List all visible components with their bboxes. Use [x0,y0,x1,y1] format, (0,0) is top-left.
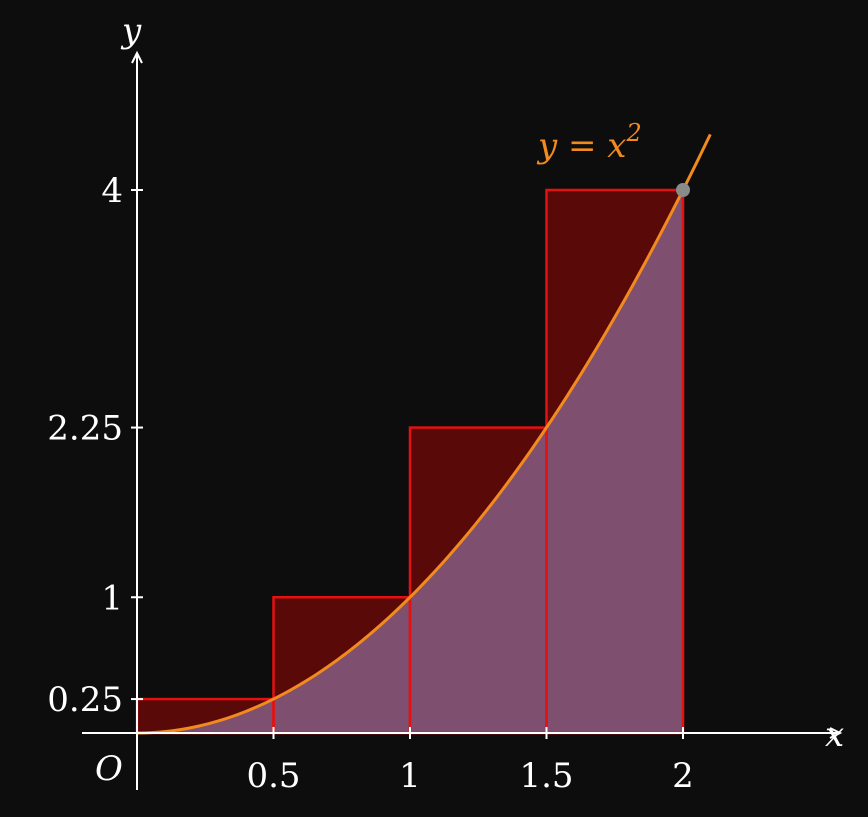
y-tick-label: 0.25 [47,680,123,720]
curve-label-exponent: 2 [626,119,642,147]
y-tick-label: 2.25 [47,409,123,449]
y-axis-arrow [131,50,143,64]
curve-line [136,133,712,735]
curve-label: y = x2 [536,119,642,166]
curve-label-text: y = x [536,126,627,166]
x-tick-label: 0.5 [246,756,300,796]
x-axis-arrow [829,727,843,739]
y-tick-label: 1 [101,578,123,618]
origin-label: O [95,749,123,789]
y-tick-label: 4 [101,171,123,211]
x-tick-label: 1.5 [519,756,573,796]
x-axis-label: x [825,715,844,755]
x-tick-label: 2 [672,756,694,796]
y-axis-label: y [120,11,142,51]
x-tick-label: 1 [399,756,421,796]
marked-point [676,183,690,197]
